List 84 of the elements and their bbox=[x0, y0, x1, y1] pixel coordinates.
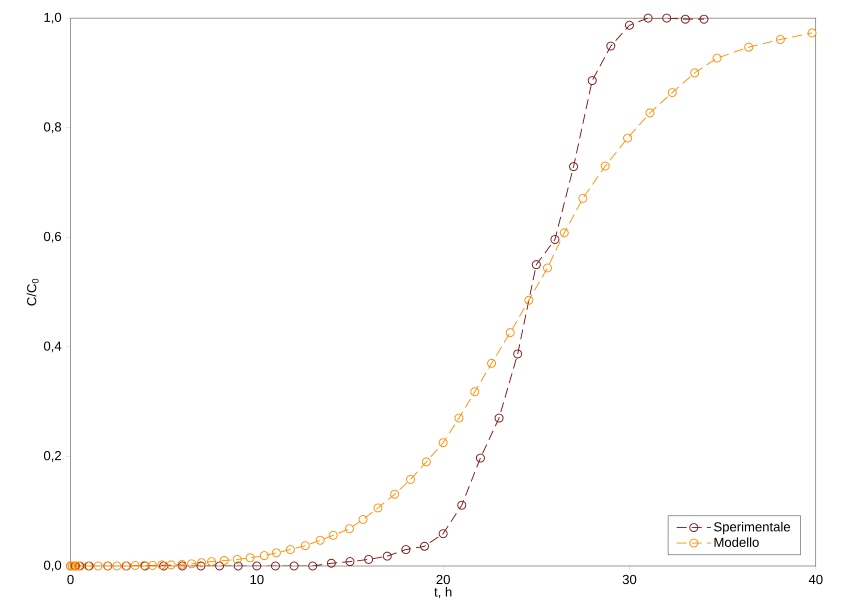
point bbox=[316, 536, 325, 545]
legend-label: Sperimentale bbox=[714, 522, 790, 534]
point bbox=[700, 14, 708, 24]
x-tick-label: 0 bbox=[67, 574, 74, 584]
point bbox=[290, 561, 299, 570]
point bbox=[644, 13, 653, 22]
point bbox=[506, 328, 515, 337]
point bbox=[470, 387, 480, 396]
point bbox=[346, 556, 354, 566]
point bbox=[776, 34, 785, 44]
point bbox=[578, 194, 588, 203]
point bbox=[668, 88, 677, 97]
point bbox=[532, 260, 541, 269]
point bbox=[420, 542, 429, 551]
x-tick-label: 40 bbox=[808, 574, 823, 584]
point bbox=[390, 490, 400, 499]
point bbox=[560, 228, 569, 238]
point bbox=[487, 358, 496, 368]
x-axis-title: t, h bbox=[434, 586, 452, 598]
point bbox=[232, 554, 242, 564]
point bbox=[215, 561, 224, 570]
point bbox=[454, 413, 464, 422]
point bbox=[187, 559, 196, 568]
point bbox=[524, 296, 534, 305]
point bbox=[438, 438, 448, 448]
point bbox=[326, 558, 336, 568]
point bbox=[406, 474, 416, 484]
point bbox=[358, 514, 368, 524]
point bbox=[197, 558, 206, 568]
point bbox=[328, 530, 338, 540]
point bbox=[543, 263, 552, 272]
point bbox=[662, 13, 672, 22]
y-tick-label: 0,2 bbox=[44, 450, 61, 462]
point bbox=[808, 28, 817, 38]
point bbox=[680, 14, 690, 24]
point bbox=[382, 551, 392, 560]
point bbox=[588, 76, 597, 85]
point bbox=[344, 524, 354, 534]
point bbox=[373, 503, 382, 512]
point bbox=[438, 529, 448, 538]
point bbox=[308, 561, 318, 570]
point bbox=[130, 560, 140, 570]
y-tick-label: 1,0 bbox=[44, 12, 62, 24]
x-tick-label: 10 bbox=[250, 574, 264, 584]
point bbox=[513, 349, 522, 358]
point bbox=[623, 133, 632, 142]
point bbox=[476, 453, 485, 462]
point bbox=[364, 554, 374, 564]
point bbox=[220, 556, 229, 565]
point bbox=[401, 544, 410, 554]
x-tick-label: 20 bbox=[436, 574, 450, 584]
legend-label: Modello bbox=[714, 537, 759, 547]
point bbox=[270, 561, 280, 570]
point bbox=[550, 234, 560, 244]
point bbox=[196, 561, 206, 570]
point bbox=[207, 556, 216, 566]
point bbox=[624, 20, 634, 30]
point bbox=[645, 108, 654, 118]
point bbox=[166, 560, 176, 570]
point bbox=[606, 41, 616, 50]
x-tick-label: 30 bbox=[622, 574, 636, 584]
point bbox=[712, 53, 722, 62]
point bbox=[744, 42, 754, 52]
y-tick-label: 0,6 bbox=[44, 232, 62, 243]
y-tick-label: 0,0 bbox=[44, 560, 62, 572]
point bbox=[234, 561, 243, 570]
point bbox=[600, 161, 610, 170]
point bbox=[457, 500, 466, 510]
point bbox=[690, 68, 700, 78]
point bbox=[422, 457, 431, 466]
point bbox=[260, 550, 269, 560]
point bbox=[569, 162, 578, 171]
point bbox=[148, 560, 157, 570]
point bbox=[272, 548, 281, 558]
point bbox=[112, 561, 122, 570]
point bbox=[300, 541, 310, 550]
point bbox=[252, 561, 262, 570]
y-tick-label: 0,8 bbox=[44, 122, 62, 133]
point bbox=[94, 561, 103, 570]
point bbox=[246, 553, 255, 562]
y-axis-title: C/C$_{0}$ bbox=[26, 278, 39, 306]
y-tick-label: 0,4 bbox=[44, 341, 62, 352]
point bbox=[286, 544, 295, 554]
point bbox=[494, 413, 504, 422]
